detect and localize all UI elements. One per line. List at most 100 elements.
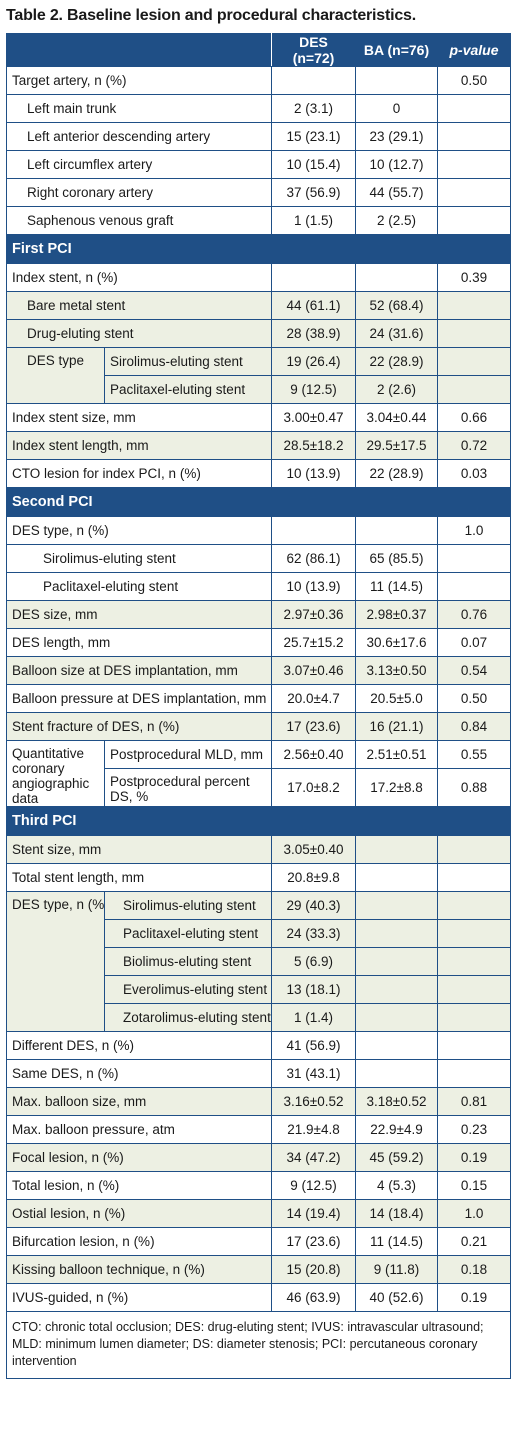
cell-p: 0.88 xyxy=(437,768,511,807)
cell-p: 0.72 xyxy=(437,431,511,460)
cell-des: 13 (18.1) xyxy=(271,975,356,1004)
cell-ba: 44 (55.7) xyxy=(355,178,438,207)
cell-des: 2.56±0.40 xyxy=(271,740,356,769)
cell-des: 31 (43.1) xyxy=(271,1059,356,1088)
cell-p: 0.50 xyxy=(437,684,511,713)
table-row: Index stent, n (%) 0.39 xyxy=(6,263,511,292)
cell-ba: 22 (28.9) xyxy=(355,459,438,488)
table-row: DES size, mm 2.97±0.36 2.98±0.37 0.76 xyxy=(6,600,511,629)
cell-p: 0.07 xyxy=(437,628,511,657)
table-row: Ostial lesion, n (%) 14 (19.4) 14 (18.4)… xyxy=(6,1199,511,1228)
cell-des xyxy=(271,263,356,292)
cell-ba xyxy=(355,863,438,892)
row-label: Sirolimus-eluting stent xyxy=(6,544,272,573)
row-label: Postprocedural MLD, mm xyxy=(104,740,272,769)
row-label: Index stent length, mm xyxy=(6,431,272,460)
row-label: Saphenous venous graft xyxy=(6,206,272,235)
cell-p: 0.18 xyxy=(437,1255,511,1284)
cell-des: 5 (6.9) xyxy=(271,947,356,976)
row-label: DES length, mm xyxy=(6,628,272,657)
section-header-third-pci: Third PCI xyxy=(6,806,511,836)
cell-p xyxy=(437,347,511,376)
cell-p xyxy=(437,375,511,404)
cell-ba: 11 (14.5) xyxy=(355,1227,438,1256)
cell-ba: 22 (28.9) xyxy=(355,347,438,376)
table-row: IVUS-guided, n (%) 46 (63.9) 40 (52.6) 0… xyxy=(6,1283,511,1312)
table-row: Paclitaxel-eluting stent 9 (12.5) 2 (2.6… xyxy=(7,375,511,404)
row-label: Target artery, n (%) xyxy=(6,66,272,95)
cell-des: 9 (12.5) xyxy=(271,1171,356,1200)
cell-des: 3.16±0.52 xyxy=(271,1087,356,1116)
table-row: DES type, n (%) 1.0 xyxy=(6,516,511,545)
row-label: Stent fracture of DES, n (%) xyxy=(6,712,272,741)
table-row: Everolimus-eluting stent 13 (18.1) xyxy=(7,975,511,1004)
row-label: Max. balloon size, mm xyxy=(6,1087,272,1116)
row-label: Different DES, n (%) xyxy=(6,1031,272,1060)
table-row: Target artery, n (%) 0.50 xyxy=(6,66,511,95)
cell-p: 0.03 xyxy=(437,459,511,488)
cell-ba: 3.18±0.52 xyxy=(355,1087,438,1116)
row-label: Total stent length, mm xyxy=(6,863,272,892)
row-label: Stent size, mm xyxy=(6,835,272,864)
row-label: Biolimus-eluting stent xyxy=(104,947,272,976)
table-row: Left circumflex artery 10 (15.4) 10 (12.… xyxy=(6,150,511,179)
table-row: Bifurcation lesion, n (%) 17 (23.6) 11 (… xyxy=(6,1227,511,1256)
table-row: Balloon pressure at DES implantation, mm… xyxy=(6,684,511,713)
section-header-second-pci: Second PCI xyxy=(6,487,511,517)
cell-p xyxy=(437,291,511,320)
row-label: CTO lesion for index PCI, n (%) xyxy=(6,459,272,488)
row-label: Left circumflex artery xyxy=(6,150,272,179)
header-blank-cell xyxy=(6,33,272,67)
table-row: Balloon size at DES implantation, mm 3.0… xyxy=(6,656,511,685)
table-row: Right coronary artery 37 (56.9) 44 (55.7… xyxy=(6,178,511,207)
row-label: Left anterior descending artery xyxy=(6,122,272,151)
table-row: Biolimus-eluting stent 5 (6.9) xyxy=(7,947,511,976)
table-row: Total lesion, n (%) 9 (12.5) 4 (5.3) 0.1… xyxy=(6,1171,511,1200)
cell-p: 0.84 xyxy=(437,712,511,741)
cell-ba xyxy=(355,1031,438,1060)
group-label: Quantitative coronary angiographic data xyxy=(6,740,105,807)
table-row: Paclitaxel-eluting stent 24 (33.3) xyxy=(7,919,511,948)
cell-p: 0.55 xyxy=(437,740,511,769)
cell-p xyxy=(437,1031,511,1060)
cell-p xyxy=(437,572,511,601)
table-caption: Table 2. Baseline lesion and procedural … xyxy=(6,7,417,24)
cell-ba: 3.13±0.50 xyxy=(355,656,438,685)
cell-des: 2 (3.1) xyxy=(271,94,356,123)
cell-p xyxy=(437,178,511,207)
footnote-row: CTO: chronic total occlusion; DES: drug-… xyxy=(6,1311,511,1379)
cell-des: 15 (23.1) xyxy=(271,122,356,151)
row-label: Paclitaxel-eluting stent xyxy=(104,375,272,404)
cell-des: 2.97±0.36 xyxy=(271,600,356,629)
header-p-value: p-value xyxy=(437,33,511,67)
cell-p: 1.0 xyxy=(437,516,511,545)
cell-des xyxy=(271,66,356,95)
section-title: Second PCI xyxy=(6,487,511,517)
row-label: Zotarolimus-eluting stent xyxy=(104,1003,272,1032)
cell-ba xyxy=(355,1003,438,1032)
cell-des: 1 (1.5) xyxy=(271,206,356,235)
cell-ba: 65 (85.5) xyxy=(355,544,438,573)
characteristics-table: DES (n=72) BA (n=76) p-value Target arte… xyxy=(6,33,511,1379)
table-row: Different DES, n (%) 41 (56.9) xyxy=(6,1031,511,1060)
cell-p xyxy=(437,150,511,179)
cell-des: 25.7±15.2 xyxy=(271,628,356,657)
cell-p xyxy=(437,319,511,348)
row-label: Paclitaxel-eluting stent xyxy=(104,919,272,948)
table-row: Max. balloon pressure, atm 21.9±4.8 22.9… xyxy=(6,1115,511,1144)
table-row: Postprocedural percent DS, % 17.0±8.2 17… xyxy=(7,768,511,807)
cell-ba: 22.9±4.9 xyxy=(355,1115,438,1144)
cell-des: 19 (26.4) xyxy=(271,347,356,376)
row-label: DES type, n (%) xyxy=(6,516,272,545)
cell-ba: 0 xyxy=(355,94,438,123)
table-row: Sirolimus-eluting stent 62 (86.1) 65 (85… xyxy=(6,544,511,573)
header-ba: BA (n=76) xyxy=(355,33,438,67)
table-row: Drug-eluting stent 28 (38.9) 24 (31.6) xyxy=(6,319,511,348)
header-des: DES (n=72) xyxy=(271,33,356,67)
cell-p: 0.54 xyxy=(437,656,511,685)
cell-ba: 2 (2.5) xyxy=(355,206,438,235)
row-label: Bare metal stent xyxy=(6,291,272,320)
row-label: Right coronary artery xyxy=(6,178,272,207)
cell-des: 14 (19.4) xyxy=(271,1199,356,1228)
row-label: Focal lesion, n (%) xyxy=(6,1143,272,1172)
